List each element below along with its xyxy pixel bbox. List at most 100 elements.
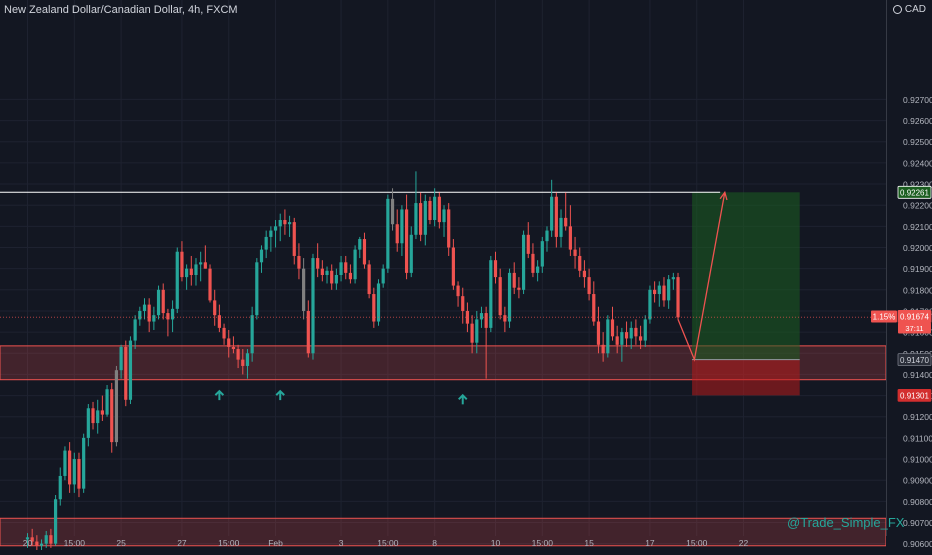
candle xyxy=(358,236,362,259)
candle-body xyxy=(96,410,100,424)
candle-body xyxy=(447,209,451,248)
candle-body xyxy=(316,258,320,269)
candle xyxy=(498,268,502,320)
candle-body xyxy=(540,241,544,267)
candle xyxy=(255,258,259,320)
candle xyxy=(568,205,572,256)
candle-body xyxy=(526,234,530,254)
candle xyxy=(451,239,455,290)
candle-body xyxy=(536,266,540,273)
candle xyxy=(203,245,207,269)
price-tag-text: 0.92261 xyxy=(900,188,929,197)
candle-body xyxy=(545,230,549,242)
candle-body xyxy=(110,389,114,443)
candle xyxy=(161,283,165,320)
candle-body xyxy=(124,346,128,400)
candle-body xyxy=(344,262,348,273)
candle-body xyxy=(507,272,512,322)
candle xyxy=(437,192,441,229)
x-tick-label: 15:00 xyxy=(686,538,708,548)
candle xyxy=(433,188,437,227)
axis-layer: 0.90600 0.90700 0.90800 0.90900 0.91000 0.911… xyxy=(23,0,932,550)
candle-body xyxy=(236,349,240,360)
price-tag-last: 0.91674 1.15% 37:11 xyxy=(871,310,932,334)
candle xyxy=(311,253,315,360)
candle-body xyxy=(437,196,441,223)
candle-body xyxy=(142,304,147,311)
candle-body xyxy=(199,262,203,265)
candle xyxy=(409,226,413,278)
candle xyxy=(325,266,329,284)
candle xyxy=(634,319,638,345)
currency-dot-icon xyxy=(892,5,902,14)
candle xyxy=(531,243,535,278)
candle xyxy=(133,315,137,350)
candle xyxy=(114,365,119,447)
up-arrow-head xyxy=(458,393,468,401)
candle xyxy=(372,287,376,328)
candle xyxy=(606,315,610,358)
candle-body xyxy=(306,310,310,354)
y-tick-label: 0.92400 xyxy=(903,158,932,168)
candle-body xyxy=(676,277,680,318)
candle-body xyxy=(409,234,413,273)
y-tick-label: 0.91800 xyxy=(903,285,932,295)
candle xyxy=(217,304,221,333)
candle xyxy=(170,300,175,333)
x-tick-label: 15:00 xyxy=(218,538,240,548)
candle xyxy=(657,281,661,307)
candle xyxy=(194,258,198,286)
candle xyxy=(208,264,212,303)
candle xyxy=(465,302,470,333)
candle-body xyxy=(573,249,577,256)
candle-body xyxy=(592,294,596,322)
up-arrow-head xyxy=(275,389,285,396)
candle-body xyxy=(44,535,48,544)
countdown-text: 37:11 xyxy=(905,324,923,333)
candle xyxy=(273,220,278,248)
overlay-layer xyxy=(0,190,886,405)
currency-selector[interactable]: CAD xyxy=(892,4,926,15)
candle-body xyxy=(531,253,535,273)
candle xyxy=(610,306,615,341)
candle-body xyxy=(152,315,156,322)
price-tag-text: 0.91470 xyxy=(900,356,929,365)
candle-body xyxy=(428,200,432,220)
candle-body xyxy=(227,338,231,347)
candle-body xyxy=(68,450,72,485)
candle-body xyxy=(180,251,184,278)
candle-body xyxy=(456,285,460,297)
candle-body xyxy=(119,346,123,371)
candle xyxy=(596,306,601,354)
candle-body xyxy=(82,437,86,489)
candle xyxy=(428,196,432,225)
candle-body xyxy=(386,198,390,269)
candle-body xyxy=(367,264,371,295)
stop-zone xyxy=(692,359,800,396)
candle xyxy=(671,272,675,290)
candle-body xyxy=(339,262,343,275)
candle-body xyxy=(222,327,226,339)
candle-body xyxy=(241,359,245,366)
x-tick-label: 17 xyxy=(645,538,655,548)
candle-body xyxy=(582,270,587,278)
candle-body xyxy=(259,249,264,263)
candle xyxy=(128,336,133,405)
change-badge xyxy=(871,310,897,323)
candle-body xyxy=(264,236,268,250)
candle-body xyxy=(372,294,376,322)
candle-body xyxy=(86,408,90,438)
candle xyxy=(648,285,652,324)
candle xyxy=(189,255,193,286)
target-zone xyxy=(692,192,800,360)
candle-body xyxy=(498,277,502,316)
price-tag-entry: 0.91470 xyxy=(897,353,932,367)
candle-body xyxy=(493,260,498,278)
candle-body xyxy=(606,319,610,354)
candle-body xyxy=(479,313,484,320)
candle xyxy=(662,277,666,307)
candle-body xyxy=(662,285,666,301)
candle-body xyxy=(231,346,236,350)
candle-body xyxy=(568,226,572,250)
